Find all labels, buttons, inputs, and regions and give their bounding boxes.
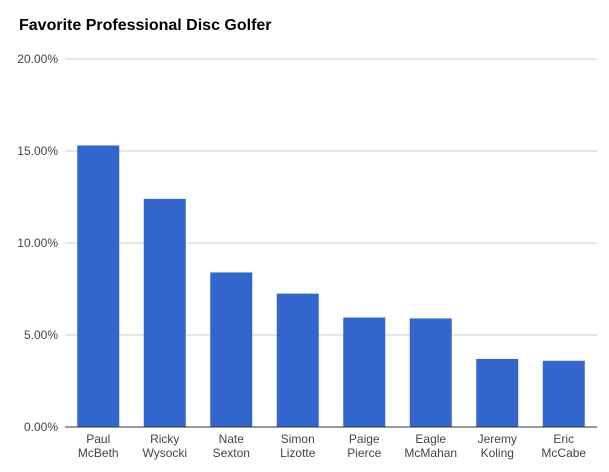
y-tick-label: 10.00% <box>17 236 58 250</box>
bar <box>77 145 120 428</box>
y-tick-label: 5.00% <box>24 328 58 342</box>
chart-title: Favorite Professional Disc Golfer <box>19 17 272 34</box>
x-tick-label: Jeremy Koling <box>478 432 517 460</box>
x-tick-label: Eric McCabe <box>541 432 586 460</box>
bar <box>143 198 186 427</box>
y-tick-label: 0.00% <box>24 420 58 434</box>
bar <box>542 360 585 427</box>
x-tick-label: Simon Lizotte <box>280 432 316 460</box>
bar <box>409 318 452 427</box>
x-tick-label: Ricky Wysocki <box>142 432 187 460</box>
y-tick-label: 15.00% <box>17 144 58 158</box>
y-tick-label: 20.00% <box>17 52 58 66</box>
bar <box>210 272 253 427</box>
x-tick-label: Paige Pierce <box>347 432 381 460</box>
x-tick-label: Paul McBeth <box>78 432 119 460</box>
bar <box>343 317 386 427</box>
bar <box>476 358 519 427</box>
x-tick-label: Nate Sexton <box>213 432 250 460</box>
x-tick-label: Eagle McMahan <box>404 432 457 460</box>
bar <box>276 293 319 427</box>
